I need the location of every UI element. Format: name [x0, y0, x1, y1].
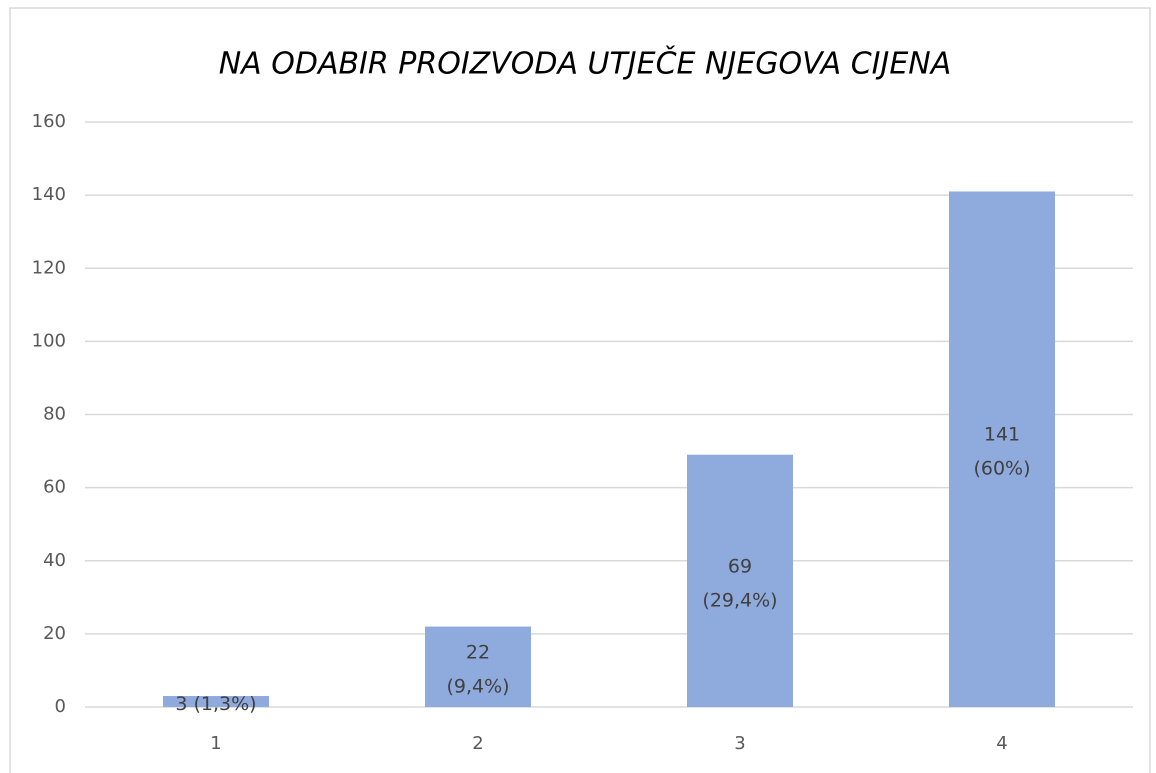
bar — [949, 191, 1055, 707]
data-label: 69 — [728, 555, 752, 577]
bar — [163, 696, 269, 707]
data-label: (60%) — [973, 458, 1030, 480]
x-tick-label: 2 — [472, 733, 483, 754]
x-tick-label: 3 — [734, 733, 745, 754]
data-label: 22 — [466, 641, 490, 663]
bar — [425, 626, 531, 707]
x-tick-label: 4 — [996, 733, 1007, 754]
data-label: 141 — [984, 424, 1020, 446]
data-label: (9,4%) — [446, 675, 509, 697]
y-tick-label: 40 — [43, 550, 66, 571]
data-label: 3 (1,3%) — [175, 693, 256, 715]
x-tick-label: 1 — [210, 733, 221, 754]
y-tick-label: 160 — [32, 111, 66, 132]
y-tick-label: 20 — [43, 623, 66, 644]
y-tick-label: 60 — [43, 477, 66, 498]
bar — [687, 454, 793, 707]
y-tick-label: 140 — [32, 184, 66, 205]
y-tick-label: 0 — [55, 696, 66, 717]
y-tick-label: 80 — [43, 404, 66, 425]
chart-title: NA ODABIR PROIZVODA UTJEČE NJEGOVA CIJEN… — [219, 45, 952, 82]
y-tick-label: 120 — [32, 257, 66, 278]
data-label: (29,4%) — [702, 589, 777, 611]
y-tick-label: 100 — [32, 330, 66, 351]
